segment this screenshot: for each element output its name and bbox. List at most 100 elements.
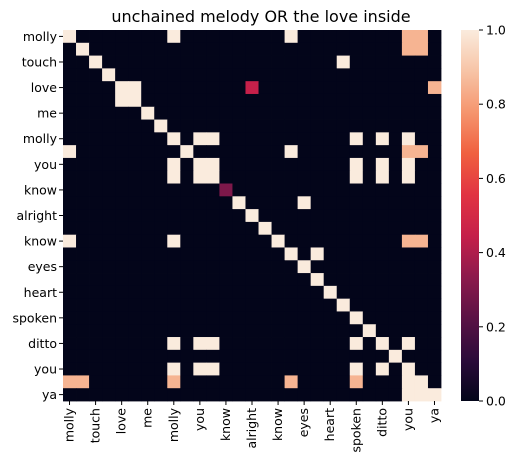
heatmap-cell [219,93,233,108]
heatmap-cell [401,106,416,120]
heatmap-cell [128,93,142,108]
heatmap-cell [362,388,377,402]
heatmap-cell [102,81,116,95]
heatmap-cell [375,106,390,120]
heatmap-cell [297,183,312,197]
heatmap-cell [414,170,429,184]
heatmap-cell [115,234,129,248]
heatmap-cell [89,209,103,223]
heatmap-cell [180,145,194,159]
heatmap-cell [284,324,299,338]
heatmap-cell [284,285,299,300]
heatmap-cell [427,285,442,300]
heatmap-cell [427,273,442,287]
heatmap-cell [76,157,90,172]
heatmap-cell [128,55,142,69]
heatmap-cell [323,157,338,172]
heatmap-cell [154,260,168,274]
heatmap-cell [232,106,246,120]
heatmap-cell [141,362,155,376]
heatmap-cell [167,375,181,389]
heatmap-cell [375,68,390,82]
heatmap-cell [271,285,285,300]
heatmap-cell [141,388,155,402]
heatmap-cell [414,42,429,56]
heatmap-cell [310,375,325,389]
heatmap-cell [89,337,103,351]
heatmap-cell [323,388,338,402]
heatmap-cell [414,388,429,402]
heatmap-cell [232,145,246,159]
heatmap-cell [193,81,207,95]
heatmap-cell [206,311,220,325]
heatmap-cell [375,273,390,287]
heatmap-cell [76,311,90,325]
heatmap-cell [115,106,129,120]
heatmap-cell [167,42,181,56]
heatmap-cell [232,183,246,197]
heatmap-cell [310,247,325,261]
heatmap-cell [362,234,377,248]
heatmap-cell [102,170,116,184]
heatmap-cell [219,209,233,223]
heatmap-cell [388,273,403,287]
heatmap-cell [154,324,168,338]
heatmap-cell [193,221,207,236]
heatmap-cell [128,157,142,172]
heatmap-cell [245,55,259,69]
heatmap-cell [63,285,77,300]
heatmap-cell [128,285,142,300]
heatmap-cell [115,285,129,300]
heatmap-cell [76,285,90,300]
heatmap-cell [388,285,403,300]
heatmap-cell [141,234,155,248]
heatmap-cell [115,260,129,274]
heatmap-cell [323,106,338,120]
heatmap-cell [414,157,429,172]
heatmap-cell [414,349,429,364]
heatmap-cell [89,273,103,287]
heatmap-cell [284,388,299,402]
heatmap-cell [180,234,194,248]
heatmap-cell [89,157,103,172]
heatmap-cell [310,170,325,184]
heatmap-cell [271,183,285,197]
heatmap-cell [271,221,285,236]
heatmap-cell [375,42,390,56]
x-tick-label: molly [62,407,77,442]
heatmap-cell [141,273,155,287]
heatmap-cell [102,285,116,300]
heatmap-cell [362,209,377,223]
heatmap-cell [102,324,116,338]
heatmap-cell [102,209,116,223]
heatmap-cell [284,145,299,159]
heatmap-cell [427,209,442,223]
heatmap-cell [310,311,325,325]
heatmap-cell [245,209,259,223]
heatmap-cell [206,106,220,120]
heatmap-cell [232,209,246,223]
heatmap-cell [141,285,155,300]
heatmap-cell [141,183,155,197]
heatmap-cell [219,337,233,351]
heatmap-cell [167,362,181,376]
heatmap-cell [271,145,285,159]
heatmap-cell [427,349,442,364]
heatmap-cell [310,388,325,402]
heatmap-cell [310,349,325,364]
heatmap-cell [102,337,116,351]
heatmap-cell [362,298,377,312]
heatmap-cell [349,42,364,56]
heatmap-cell [297,55,312,69]
heatmap-cell [219,388,233,402]
heatmap-cell [284,81,299,95]
heatmap-cell [323,42,338,56]
heatmap-cell [310,221,325,236]
heatmap-cell [271,311,285,325]
heatmap-cell [427,388,442,402]
heatmap-cell [219,285,233,300]
heatmap-cell [310,132,325,146]
heatmap-cell [323,55,338,69]
colorbar-tick-label: 0.2 [486,319,506,334]
heatmap-cell [271,260,285,274]
